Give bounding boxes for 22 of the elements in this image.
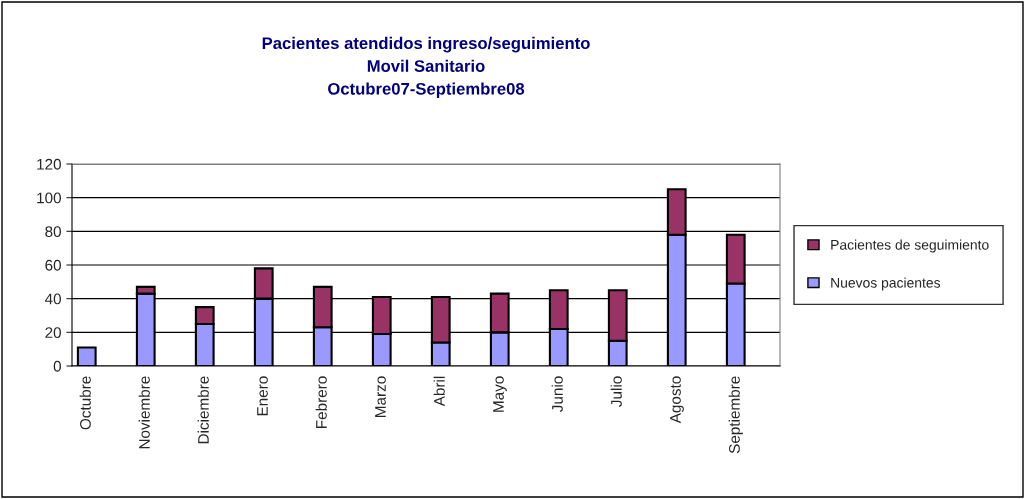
y-tick-label: 60: [45, 259, 61, 271]
y-tick-label: 100: [37, 192, 61, 204]
x-tick-label: Mayo: [493, 376, 507, 412]
x-tick-label: Junio: [551, 376, 563, 412]
legend-label: Pacientes de seguimiento: [831, 239, 989, 253]
y-tick-label: 20: [45, 327, 61, 339]
x-tick-label: Noviembre: [138, 376, 150, 449]
x-tick-label: Diciembre: [197, 376, 209, 444]
y-tick-label: 0: [53, 360, 61, 372]
x-tick-label: Abril: [433, 376, 445, 407]
y-tick-label: 40: [44, 293, 61, 305]
x-tick-label: Agosto: [670, 376, 684, 424]
x-tick-label: Septiembre: [728, 376, 743, 454]
y-tick-label: 120: [37, 158, 61, 170]
x-tick-label: Febrero: [315, 376, 327, 428]
x-tick-label: Enero: [257, 376, 268, 416]
x-tick-label: Marzo: [375, 376, 386, 417]
y-tick-label: 80: [45, 226, 61, 238]
x-tick-label: Julio: [610, 376, 622, 407]
legend-label: Nuevos pacientes: [831, 277, 941, 291]
chart-title: Pacientes atendidos ingreso/seguimiento Movil Sanitario Octubre07-Septiembre08: [262, 36, 590, 99]
x-tick-label: Octubre: [79, 376, 91, 430]
